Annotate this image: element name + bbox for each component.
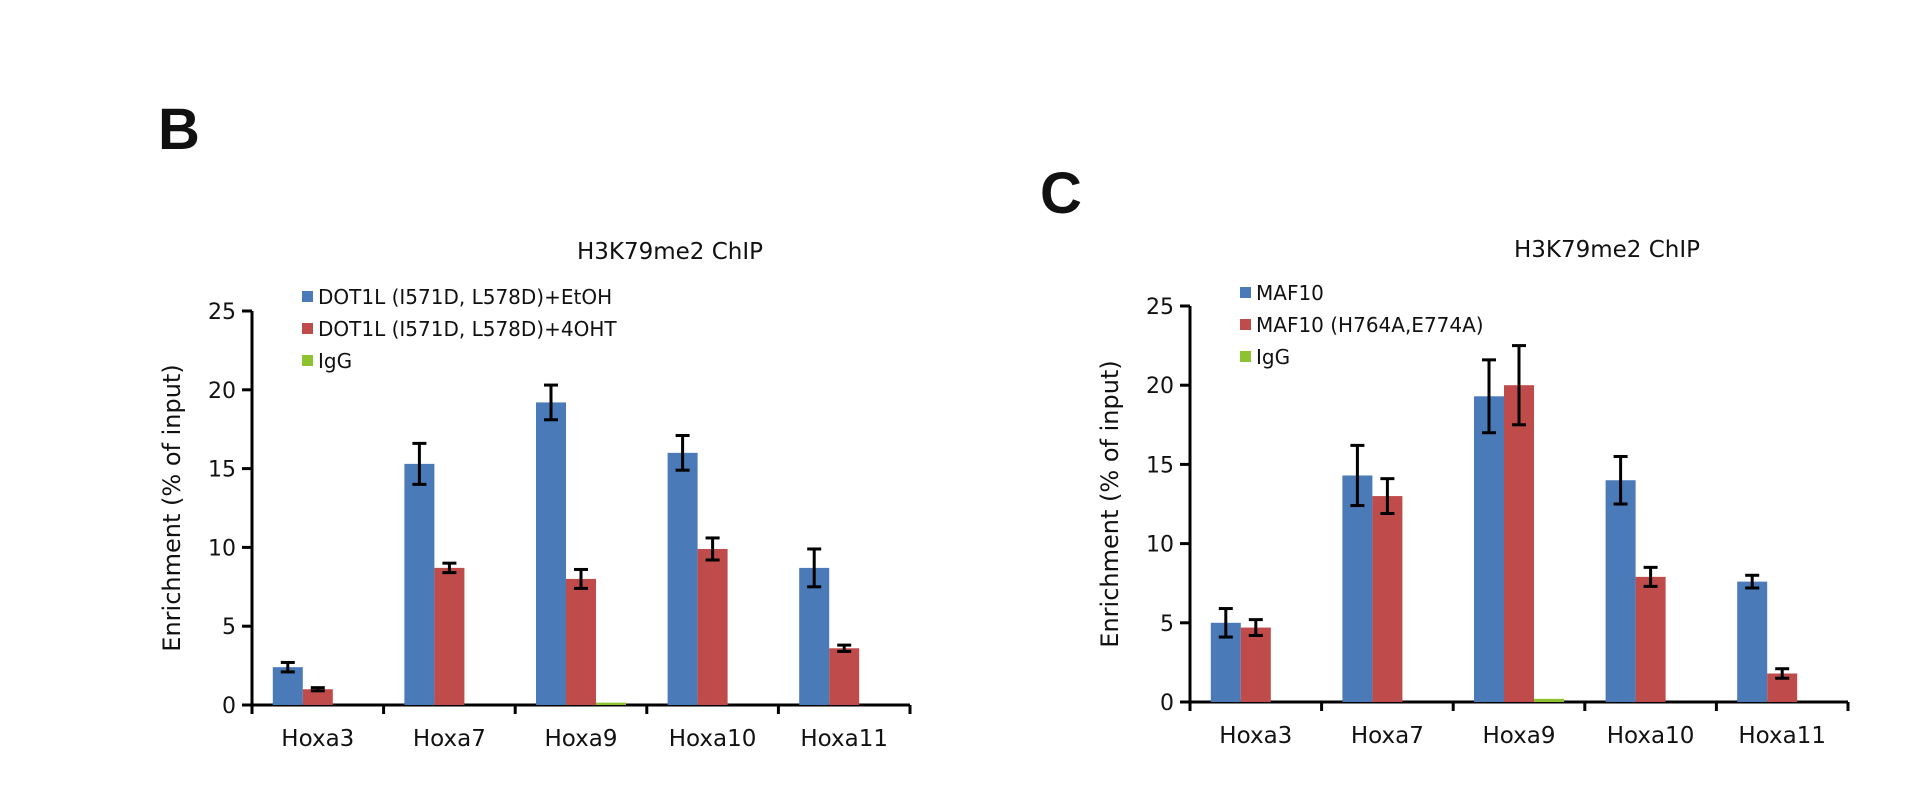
- legend-label: DOT1L (I571D, L578D)+4OHT: [318, 317, 617, 341]
- legend-label: MAF10 (H764A,E774A): [1256, 313, 1484, 337]
- bar: [434, 567, 465, 705]
- x-tick-label: Hoxa10: [1607, 723, 1695, 749]
- x-tick-label: Hoxa10: [669, 726, 757, 752]
- y-tick-label: 5: [1160, 612, 1174, 637]
- x-tick-label: Hoxa9: [545, 726, 618, 752]
- bar: [596, 702, 626, 705]
- bar: [302, 689, 333, 705]
- y-axis-label: Enrichment (% of input): [1096, 360, 1124, 647]
- bar: [1534, 698, 1564, 702]
- bar: [1474, 396, 1504, 702]
- legend-swatch: [302, 323, 313, 334]
- y-tick-label: 5: [222, 615, 236, 640]
- bar: [799, 567, 830, 705]
- legend-swatch: [302, 355, 313, 366]
- x-tick-label: Hoxa11: [1738, 723, 1826, 749]
- bar: [1240, 627, 1271, 702]
- bar: [1605, 480, 1636, 702]
- legend-label: DOT1L (I571D, L578D)+EtOH: [318, 285, 612, 309]
- legend-label: MAF10: [1256, 281, 1324, 305]
- legend-swatch: [1240, 319, 1251, 330]
- bar: [1342, 475, 1373, 702]
- chart-c: H3K79me2 ChIP Enrichment (% of input) 0 5 10…: [1096, 237, 1850, 749]
- legend-label: IgG: [318, 349, 352, 373]
- y-tick-label: 20: [208, 379, 236, 404]
- legend-swatch: [1240, 351, 1251, 362]
- bar: [1372, 496, 1403, 702]
- x-tick-label: Hoxa7: [1351, 723, 1424, 749]
- chart-b: H3K79me2 ChIP Enrichment (% of input) 0 5 10…: [158, 239, 912, 752]
- x-tick-label: Hoxa9: [1483, 723, 1556, 749]
- x-tick-label: Hoxa3: [1219, 723, 1292, 749]
- y-tick-label: 0: [1160, 691, 1174, 716]
- y-axis-label: Enrichment (% of input): [158, 364, 186, 651]
- y-tick-label: 15: [1146, 453, 1174, 478]
- bar: [829, 648, 860, 705]
- panel-letter-b: B: [158, 97, 200, 162]
- x-tick-label: Hoxa7: [413, 726, 486, 752]
- bar: [272, 667, 303, 705]
- y-tick-label: 15: [208, 458, 236, 483]
- bar: [697, 548, 728, 705]
- y-tick-label: 20: [1146, 374, 1174, 399]
- bar: [566, 578, 596, 705]
- y-tick-label: 25: [1146, 295, 1174, 320]
- y-tick-label: 10: [208, 536, 236, 561]
- legend-label: IgG: [1256, 345, 1290, 369]
- y-tick-label: 25: [208, 300, 236, 325]
- bar: [536, 402, 566, 705]
- legend-swatch: [302, 291, 313, 302]
- chart-title: H3K79me2 ChIP: [577, 239, 763, 265]
- bar: [1504, 385, 1534, 702]
- y-tick-label: 10: [1146, 533, 1174, 558]
- bar: [404, 463, 435, 705]
- bar: [1737, 581, 1768, 702]
- bar: [1635, 576, 1666, 702]
- x-tick-label: Hoxa11: [800, 726, 888, 752]
- y-tick-label: 0: [222, 694, 236, 719]
- chart-title: H3K79me2 ChIP: [1514, 237, 1700, 263]
- legend-swatch: [1240, 287, 1251, 298]
- x-tick-label: Hoxa3: [281, 726, 354, 752]
- panel-letter-c: C: [1040, 161, 1082, 226]
- bar: [667, 452, 698, 705]
